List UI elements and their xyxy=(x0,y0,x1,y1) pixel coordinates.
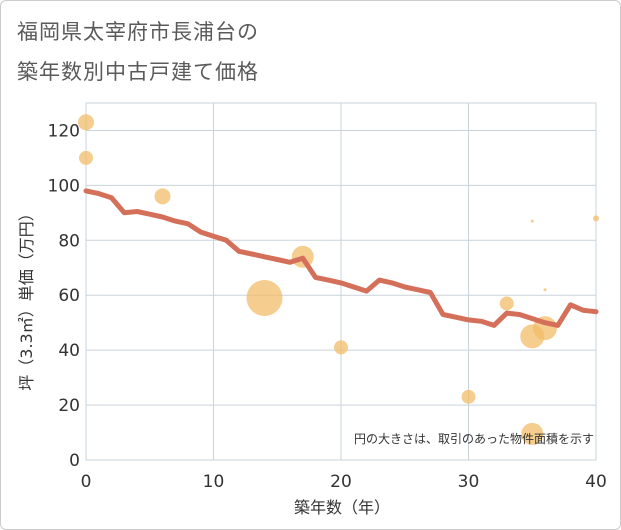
y-tick-label: 100 xyxy=(48,176,80,196)
data-bubble xyxy=(334,340,348,355)
y-tick-label: 40 xyxy=(58,341,80,361)
y-tick-label: 60 xyxy=(58,286,80,306)
x-tick-label: 0 xyxy=(81,472,92,492)
bubble-size-note: 円の大きさは、取引のあった物件面積を示す xyxy=(354,431,594,446)
y-axis-label: 坪（3.3㎡）単価（万円） xyxy=(17,205,36,390)
x-axis-label: 築年数（年） xyxy=(294,498,390,517)
x-tick-label: 10 xyxy=(203,472,225,492)
data-bubble xyxy=(154,188,171,205)
data-bubble xyxy=(79,150,93,165)
chart-title-line2: 築年数別中古戸建て価格 xyxy=(17,60,259,84)
average-price-line xyxy=(83,188,599,328)
data-bubble xyxy=(78,114,94,131)
x-tick-label: 40 xyxy=(585,472,607,492)
data-bubble xyxy=(521,422,544,445)
x-tick-labels: 0 10 20 30 40 xyxy=(81,472,607,492)
average-line xyxy=(83,188,599,328)
data-bubble xyxy=(530,219,534,223)
y-tick-labels: 0 20 40 60 80 100 120 xyxy=(48,121,80,471)
x-tick-label: 30 xyxy=(458,472,480,492)
y-tick-label: 80 xyxy=(58,231,80,251)
y-tick-label: 120 xyxy=(48,121,80,141)
data-bubble xyxy=(499,296,514,311)
chart-title-line1: 福岡県太宰府市長浦台の xyxy=(17,20,259,44)
data-bubble xyxy=(543,288,547,292)
y-tick-label: 0 xyxy=(69,451,80,471)
data-bubble xyxy=(593,215,599,222)
data-bubble xyxy=(461,389,476,404)
bubbles xyxy=(78,114,599,445)
gridlines xyxy=(85,102,597,461)
x-tick-label: 20 xyxy=(330,472,352,492)
y-tick-label: 20 xyxy=(58,396,80,416)
data-bubble xyxy=(246,279,283,316)
